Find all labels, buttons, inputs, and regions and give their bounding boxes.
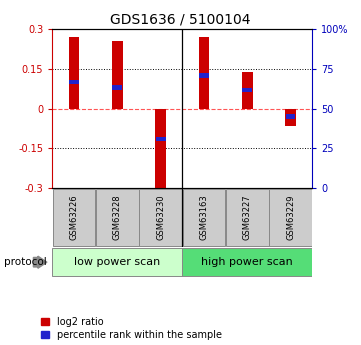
Text: GSM63226: GSM63226 (70, 195, 78, 240)
Text: GSM63227: GSM63227 (243, 195, 252, 240)
Bar (242, 72, 253, 109)
Text: high power scan: high power scan (201, 257, 293, 267)
FancyArrow shape (34, 256, 47, 268)
Bar (182, 248, 312, 276)
Bar (285, 109, 296, 126)
Bar (156, 137, 165, 141)
Bar (226, 189, 269, 246)
Bar (155, 109, 166, 189)
Text: GSM63228: GSM63228 (113, 195, 122, 240)
Bar (52, 248, 182, 276)
Text: GSM63230: GSM63230 (156, 195, 165, 240)
Bar (286, 115, 295, 119)
Bar (269, 189, 312, 246)
Bar (243, 88, 252, 92)
Bar (199, 73, 209, 78)
Bar (199, 37, 209, 109)
Bar (96, 189, 139, 246)
Text: GSM63229: GSM63229 (286, 195, 295, 240)
Bar (69, 80, 79, 84)
Bar (69, 37, 79, 109)
Text: GSM63163: GSM63163 (200, 195, 208, 240)
Legend: log2 ratio, percentile rank within the sample: log2 ratio, percentile rank within the s… (41, 317, 222, 340)
Bar (112, 41, 123, 109)
Text: protocol: protocol (4, 257, 46, 267)
Text: GDS1636 / 5100104: GDS1636 / 5100104 (110, 12, 251, 26)
Bar (139, 189, 182, 246)
Bar (183, 189, 225, 246)
Text: low power scan: low power scan (74, 257, 160, 267)
Bar (53, 189, 95, 246)
Bar (112, 86, 122, 90)
